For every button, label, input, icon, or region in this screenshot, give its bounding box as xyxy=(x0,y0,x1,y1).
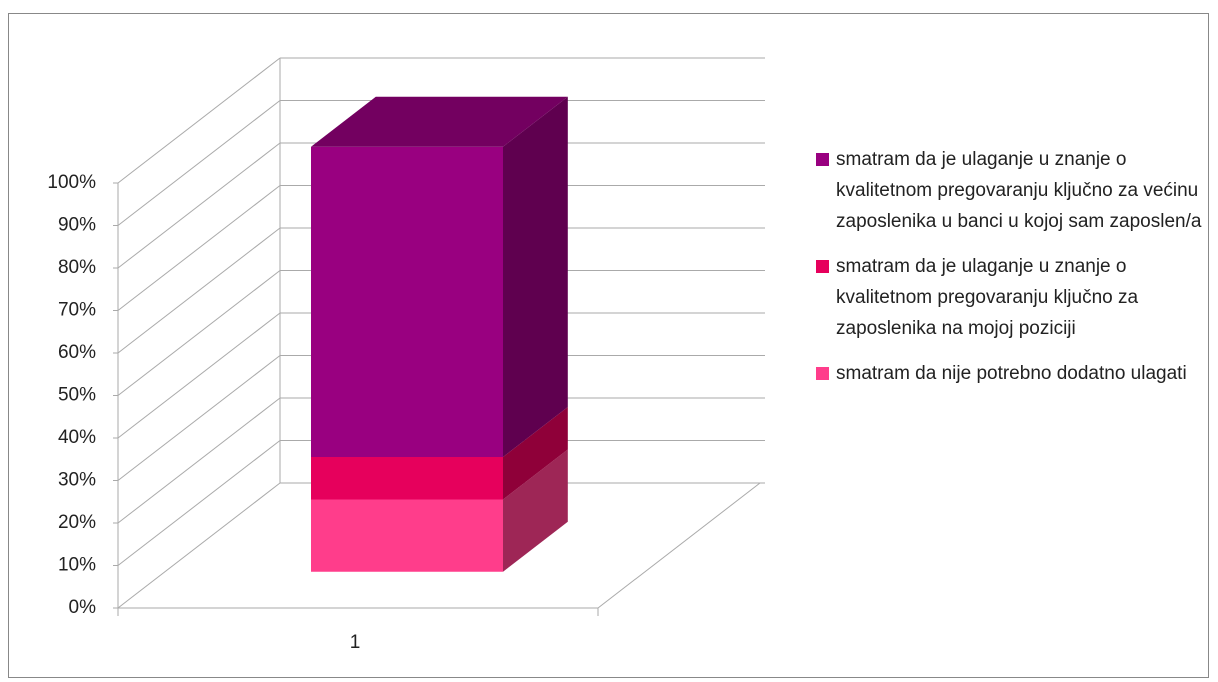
y-tick-label: 80% xyxy=(58,257,96,278)
legend-label: smatram da nije potrebno dodatno ulagati xyxy=(836,363,1187,384)
grid-line xyxy=(117,227,281,354)
grid-line xyxy=(117,440,281,566)
bar-side xyxy=(503,449,568,572)
bar-front xyxy=(311,457,503,500)
grid-line xyxy=(117,482,281,609)
legend-swatch xyxy=(816,367,829,380)
bar-top xyxy=(311,96,568,147)
legend-item: smatram da je ulaganje u znanje o kvalit… xyxy=(814,251,1210,344)
legend-swatch xyxy=(816,153,829,166)
bar-front xyxy=(311,499,503,572)
grid-line xyxy=(117,270,281,396)
y-tick-label: 100% xyxy=(47,172,96,193)
bar-front xyxy=(311,146,503,457)
legend-item: smatram da je ulaganje u znanje o kvalit… xyxy=(814,144,1210,237)
bar-side xyxy=(503,407,568,500)
legend: smatram da je ulaganje u znanje o kvalit… xyxy=(814,144,1210,403)
y-tick-label: 50% xyxy=(58,385,96,406)
chart-border xyxy=(8,13,1209,678)
legend-item: smatram da nije potrebno dodatno ulagati xyxy=(814,358,1210,389)
y-tick-label: 40% xyxy=(58,427,96,448)
x-tick-label: 1 xyxy=(350,632,361,653)
y-tick-label: 30% xyxy=(58,470,96,491)
y-tick-label: 10% xyxy=(58,555,96,576)
legend-swatch xyxy=(816,260,829,273)
legend-label: smatram da je ulaganje u znanje o kvalit… xyxy=(836,149,1202,232)
grid-line xyxy=(117,355,281,481)
grid-line xyxy=(117,57,281,184)
floor-edge xyxy=(597,482,761,609)
y-tick-label: 0% xyxy=(69,597,97,618)
y-tick-label: 20% xyxy=(58,512,96,533)
grid-line xyxy=(117,312,281,439)
legend-label: smatram da je ulaganje u znanje o kvalit… xyxy=(836,256,1139,339)
y-tick-label: 90% xyxy=(58,215,96,236)
grid-line xyxy=(117,397,281,524)
grid-line xyxy=(117,142,281,269)
grid-line xyxy=(117,100,281,226)
y-tick-label: 70% xyxy=(58,300,96,321)
y-tick-label: 60% xyxy=(58,342,96,363)
bar-side xyxy=(503,96,568,457)
grid-line xyxy=(117,185,281,311)
